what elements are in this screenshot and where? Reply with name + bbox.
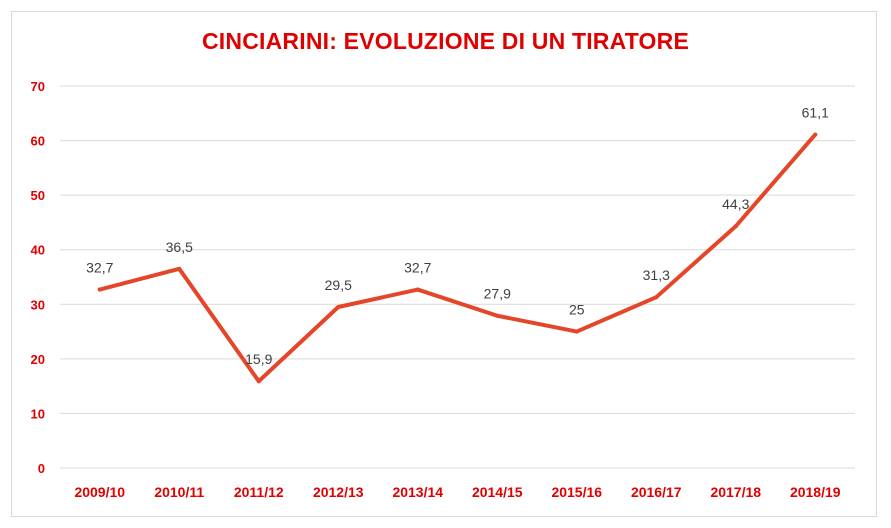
data-point [97,287,102,292]
data-point [336,305,341,310]
x-tick-label: 2011/12 [234,484,284,500]
chart-title: CINCIARINI: EVOLUZIONE DI UN TIRATORE [202,28,689,54]
data-label: 15,9 [245,351,272,367]
data-point [415,287,420,292]
y-axis-ticks: 0 10 20 30 40 50 60 70 [31,79,45,476]
data-label: 31,3 [643,267,670,283]
x-tick-label: 2012/13 [313,484,364,500]
data-label: 29,5 [325,277,352,293]
data-labels: 32,7 36,5 15,9 29,5 32,7 27,9 25 31,3 44,3 61,1 [86,105,829,368]
data-point [574,329,579,334]
data-label: 32,7 [404,260,431,276]
chart-frame [11,11,877,517]
y-tick-label: 0 [38,461,45,476]
y-tick-label: 30 [31,297,45,312]
data-label: 25 [569,302,585,318]
y-tick-label: 20 [31,352,45,367]
y-tick-label: 50 [31,188,45,203]
data-label: 36,5 [166,239,193,255]
data-label: 44,3 [722,196,749,212]
data-point [495,313,500,318]
data-point [177,266,182,271]
series-line [97,132,818,384]
data-label: 27,9 [484,286,511,302]
x-axis-ticks: 2009/10 2010/11 2011/12 2012/13 2013/14 2014/… [74,484,840,500]
y-tick-label: 10 [31,406,45,421]
data-label: 61,1 [802,105,829,121]
y-tick-label: 40 [31,243,45,258]
x-tick-label: 2015/16 [551,484,602,500]
y-tick-label: 70 [31,79,45,94]
data-point [654,295,659,300]
x-tick-label: 2018/19 [790,484,841,500]
y-tick-label: 60 [31,134,45,149]
x-tick-label: 2014/15 [472,484,523,500]
x-tick-label: 2016/17 [631,484,682,500]
data-point [256,379,261,384]
x-tick-label: 2013/14 [392,484,443,500]
data-point [733,224,738,229]
x-tick-label: 2017/18 [710,484,761,500]
x-tick-label: 2009/10 [74,484,125,500]
gridlines [60,85,855,469]
series-line-layer [97,132,818,384]
data-point [813,132,818,137]
data-label: 32,7 [86,260,113,276]
x-tick-label: 2010/11 [154,484,204,500]
